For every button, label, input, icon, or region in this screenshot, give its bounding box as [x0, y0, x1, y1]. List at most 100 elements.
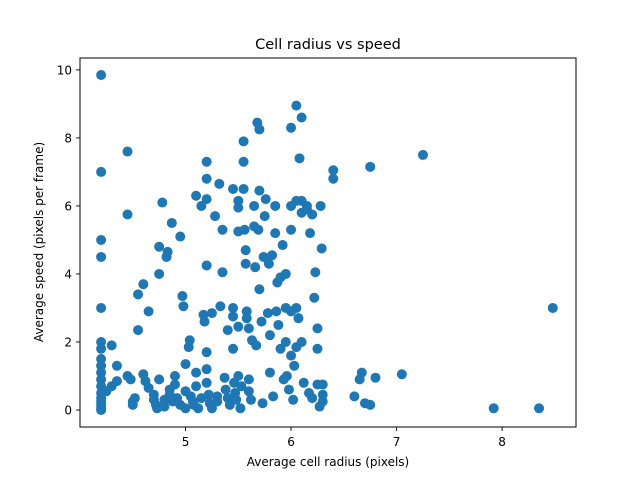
scatter-point [250, 262, 261, 273]
scatter-point [286, 224, 297, 235]
y-axis-ticks: 0 2 4 6 8 10 [57, 63, 80, 417]
data-points [96, 70, 558, 415]
scatter-point [243, 323, 254, 334]
scatter-point [215, 301, 226, 312]
scatter-point [534, 403, 545, 414]
scatter-point [288, 394, 299, 405]
scatter-point [254, 124, 265, 135]
scatter-point [96, 343, 107, 354]
scatter-point [281, 370, 292, 381]
scatter-point [162, 246, 173, 257]
x-tick-label: 7 [393, 435, 401, 449]
scatter-point [175, 231, 186, 242]
scatter-point [206, 403, 217, 414]
scatter-point [243, 386, 254, 397]
scatter-point [280, 336, 291, 347]
scatter-point [298, 377, 309, 388]
scatter-point [193, 403, 204, 414]
scatter-point [238, 156, 249, 167]
scatter-point [356, 367, 367, 378]
scatter-point [289, 360, 300, 371]
scatter-point [307, 393, 318, 404]
scatter-point [296, 336, 307, 347]
scatter-point [220, 384, 231, 395]
scatter-point [96, 251, 107, 262]
scatter-point [312, 323, 323, 334]
scatter-point [271, 306, 282, 317]
scatter-point [177, 291, 188, 302]
scatter-point [201, 260, 212, 271]
scatter-point [365, 399, 376, 410]
scatter-point [547, 302, 558, 313]
scatter-point [228, 183, 239, 194]
y-tick-label: 6 [64, 199, 72, 213]
scatter-point [178, 301, 189, 312]
scatter-point [138, 279, 149, 290]
scatter-point [191, 381, 202, 392]
scatter-point [157, 197, 168, 208]
scatter-point [210, 211, 221, 222]
scatter-point [228, 302, 239, 313]
scatter-point [201, 364, 212, 375]
scatter-point [214, 178, 225, 189]
scatter-point [129, 393, 140, 404]
scatter-point [96, 302, 107, 313]
x-tick-label: 8 [498, 435, 506, 449]
x-axis-label: Average cell radius (pixels) [247, 455, 409, 469]
scatter-point [133, 289, 144, 300]
scatter-point [233, 202, 244, 213]
scatter-point [310, 267, 321, 278]
scatter-point [417, 149, 428, 160]
scatter-point [291, 100, 302, 111]
scatter-point [365, 161, 376, 172]
scatter-point [264, 367, 275, 378]
scatter-point [169, 379, 180, 390]
scatter-point [243, 374, 254, 385]
scatter-point [203, 389, 214, 400]
scatter-point [317, 379, 328, 390]
scatter-point [315, 200, 326, 211]
scatter-point [201, 173, 212, 184]
scatter-point [277, 240, 288, 251]
x-tick-label: 6 [287, 435, 295, 449]
scatter-point [270, 228, 281, 239]
scatter-point [251, 340, 262, 351]
scatter-point [222, 325, 233, 336]
scatter-point [154, 374, 165, 385]
plot-area-frame [79, 57, 577, 428]
scatter-point [191, 367, 202, 378]
scatter-point [294, 153, 305, 164]
scatter-point [254, 185, 265, 196]
scatter-point [305, 228, 316, 239]
scatter-point [217, 267, 228, 278]
scatter-point [240, 245, 251, 256]
scatter-point [488, 403, 499, 414]
scatter-point [245, 394, 256, 405]
scatter-point [196, 200, 207, 211]
scatter-point [122, 146, 133, 157]
scatter-point [286, 122, 297, 133]
scatter-point [280, 268, 291, 279]
scatter-point [275, 343, 286, 354]
scatter-point [257, 398, 268, 409]
scatter-point [238, 136, 249, 147]
scatter-point [236, 381, 247, 392]
scatter-point [228, 343, 239, 354]
scatter-point [254, 284, 265, 295]
scatter-point [96, 405, 107, 415]
scatter-point [270, 200, 281, 211]
y-tick-label: 4 [64, 267, 72, 281]
scatter-point [201, 377, 212, 388]
scatter-point [96, 234, 107, 245]
scatter-point [166, 217, 177, 228]
scatter-point [238, 183, 249, 194]
scatter-point [316, 243, 327, 254]
scatter-point [286, 350, 297, 361]
scatter-point [233, 370, 244, 381]
scatter-point [253, 224, 264, 235]
scatter-point [259, 211, 270, 222]
scatter-point [235, 403, 246, 414]
scatter-point [180, 403, 191, 414]
